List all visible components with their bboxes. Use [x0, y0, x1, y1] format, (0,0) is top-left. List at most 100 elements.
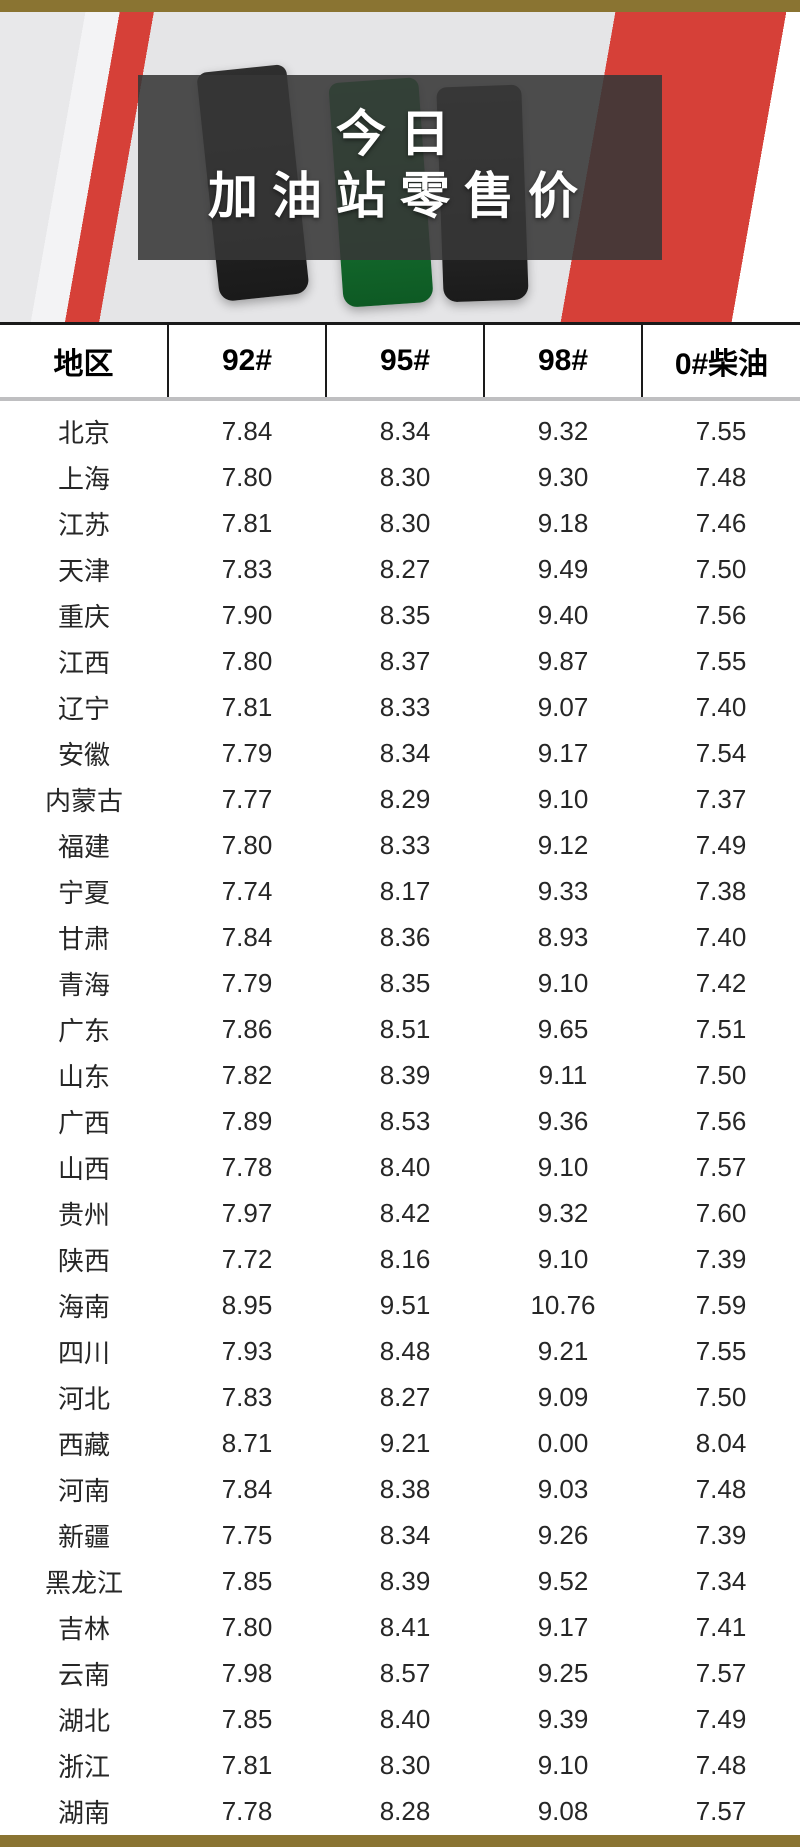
cell-price: 8.53 [326, 1099, 484, 1145]
table-row: 重庆7.908.359.407.56 [0, 593, 800, 639]
cell-price: 9.32 [484, 399, 642, 455]
table-row: 青海7.798.359.107.42 [0, 961, 800, 1007]
table-row: 河北7.838.279.097.50 [0, 1375, 800, 1421]
cell-price: 7.39 [642, 1513, 800, 1559]
cell-price: 8.16 [326, 1237, 484, 1283]
cell-price: 8.33 [326, 823, 484, 869]
cell-price: 8.40 [326, 1697, 484, 1743]
cell-price: 9.10 [484, 961, 642, 1007]
cell-region: 安徽 [0, 731, 168, 777]
cell-price: 9.51 [326, 1283, 484, 1329]
cell-price: 7.93 [168, 1329, 326, 1375]
cell-price: 7.98 [168, 1651, 326, 1697]
cell-price: 7.57 [642, 1145, 800, 1191]
title-line-1: 今日 [208, 103, 592, 166]
cell-price: 7.55 [642, 399, 800, 455]
cell-price: 7.75 [168, 1513, 326, 1559]
cell-price: 10.76 [484, 1283, 642, 1329]
cell-price: 8.48 [326, 1329, 484, 1375]
cell-price: 7.81 [168, 685, 326, 731]
cell-price: 7.72 [168, 1237, 326, 1283]
table-row: 西藏8.719.210.008.04 [0, 1421, 800, 1467]
table-row: 甘肃7.848.368.937.40 [0, 915, 800, 961]
cell-region: 吉林 [0, 1605, 168, 1651]
cell-price: 7.74 [168, 869, 326, 915]
cell-price: 8.04 [642, 1421, 800, 1467]
cell-price: 9.36 [484, 1099, 642, 1145]
cell-price: 7.80 [168, 1605, 326, 1651]
cell-price: 9.17 [484, 1605, 642, 1651]
cell-price: 7.77 [168, 777, 326, 823]
cell-price: 8.39 [326, 1559, 484, 1605]
cell-price: 9.25 [484, 1651, 642, 1697]
cell-price: 7.39 [642, 1237, 800, 1283]
cell-price: 7.54 [642, 731, 800, 777]
cell-price: 7.80 [168, 823, 326, 869]
cell-region: 重庆 [0, 593, 168, 639]
col-header-98: 98# [484, 324, 642, 400]
cell-price: 8.33 [326, 685, 484, 731]
cell-price: 7.48 [642, 455, 800, 501]
cell-region: 新疆 [0, 1513, 168, 1559]
cell-price: 7.51 [642, 1007, 800, 1053]
cell-price: 8.29 [326, 777, 484, 823]
cell-price: 8.35 [326, 961, 484, 1007]
cell-price: 7.84 [168, 1467, 326, 1513]
cell-price: 9.40 [484, 593, 642, 639]
cell-price: 9.03 [484, 1467, 642, 1513]
table-row: 江西7.808.379.877.55 [0, 639, 800, 685]
cell-price: 7.48 [642, 1743, 800, 1789]
cell-region: 云南 [0, 1651, 168, 1697]
cell-price: 9.49 [484, 547, 642, 593]
cell-price: 8.34 [326, 399, 484, 455]
cell-region: 福建 [0, 823, 168, 869]
table-row: 广西7.898.539.367.56 [0, 1099, 800, 1145]
table-row: 广东7.868.519.657.51 [0, 1007, 800, 1053]
cell-price: 7.40 [642, 915, 800, 961]
table-row: 北京7.848.349.327.55 [0, 399, 800, 455]
cell-price: 7.42 [642, 961, 800, 1007]
cell-price: 9.52 [484, 1559, 642, 1605]
cell-price: 8.30 [326, 455, 484, 501]
cell-price: 7.56 [642, 1099, 800, 1145]
cell-price: 7.34 [642, 1559, 800, 1605]
cell-price: 8.95 [168, 1283, 326, 1329]
cell-region: 海南 [0, 1283, 168, 1329]
cell-region: 山西 [0, 1145, 168, 1191]
cell-price: 8.28 [326, 1789, 484, 1835]
cell-price: 9.12 [484, 823, 642, 869]
table-row: 上海7.808.309.307.48 [0, 455, 800, 501]
cell-price: 8.35 [326, 593, 484, 639]
cell-price: 7.57 [642, 1789, 800, 1835]
cell-price: 7.90 [168, 593, 326, 639]
cell-price: 7.79 [168, 961, 326, 1007]
cell-price: 7.57 [642, 1651, 800, 1697]
cell-region: 内蒙古 [0, 777, 168, 823]
table-row: 山东7.828.399.117.50 [0, 1053, 800, 1099]
cell-price: 9.09 [484, 1375, 642, 1421]
cell-price: 8.71 [168, 1421, 326, 1467]
cell-price: 7.59 [642, 1283, 800, 1329]
cell-price: 7.38 [642, 869, 800, 915]
table-row: 浙江7.818.309.107.48 [0, 1743, 800, 1789]
cell-price: 9.10 [484, 1145, 642, 1191]
price-table-container: 地区 92# 95# 98# 0#柴油 北京7.848.349.327.55上海… [0, 322, 800, 1835]
cell-region: 湖南 [0, 1789, 168, 1835]
cell-price: 7.86 [168, 1007, 326, 1053]
cell-price: 9.17 [484, 731, 642, 777]
cell-price: 8.34 [326, 731, 484, 777]
cell-price: 7.82 [168, 1053, 326, 1099]
cell-price: 7.56 [642, 593, 800, 639]
table-row: 天津7.838.279.497.50 [0, 547, 800, 593]
price-table: 地区 92# 95# 98# 0#柴油 北京7.848.349.327.55上海… [0, 322, 800, 1835]
cell-price: 7.50 [642, 1375, 800, 1421]
col-header-region: 地区 [0, 324, 168, 400]
cell-price: 8.51 [326, 1007, 484, 1053]
cell-price: 7.78 [168, 1145, 326, 1191]
cell-price: 7.80 [168, 455, 326, 501]
col-header-92: 92# [168, 324, 326, 400]
cell-price: 7.79 [168, 731, 326, 777]
cell-region: 北京 [0, 399, 168, 455]
cell-price: 9.18 [484, 501, 642, 547]
cell-price: 8.30 [326, 501, 484, 547]
